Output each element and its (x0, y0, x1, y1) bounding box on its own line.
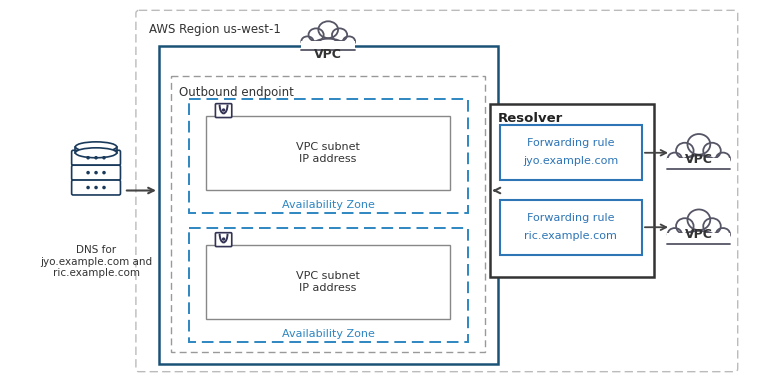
Text: Availability Zone: Availability Zone (282, 200, 375, 210)
Text: Availability Zone: Availability Zone (282, 329, 375, 339)
Ellipse shape (703, 143, 721, 159)
Circle shape (86, 156, 90, 160)
FancyBboxPatch shape (136, 10, 738, 372)
Bar (499, 125, 642, 180)
FancyBboxPatch shape (71, 165, 121, 180)
FancyBboxPatch shape (71, 150, 121, 165)
Bar (206, 115, 450, 190)
Ellipse shape (75, 148, 117, 158)
Bar (189, 99, 468, 213)
FancyBboxPatch shape (215, 104, 232, 118)
Text: Resolver: Resolver (498, 112, 563, 125)
Text: Forwarding rule: Forwarding rule (527, 138, 614, 148)
Text: VPC subnet
IP address: VPC subnet IP address (296, 271, 359, 293)
Bar (667, 158, 730, 169)
Ellipse shape (343, 36, 355, 46)
Text: ric.example.com: ric.example.com (525, 231, 617, 241)
Ellipse shape (676, 218, 694, 234)
Bar (206, 244, 450, 319)
Ellipse shape (716, 152, 730, 165)
Text: jyo.example.com: jyo.example.com (523, 156, 618, 166)
Ellipse shape (716, 228, 730, 240)
Ellipse shape (687, 209, 710, 230)
Circle shape (94, 171, 98, 175)
Text: AWS Region us-west-1: AWS Region us-west-1 (149, 23, 281, 36)
Circle shape (102, 186, 106, 189)
Ellipse shape (683, 155, 715, 168)
Ellipse shape (667, 152, 682, 165)
Ellipse shape (667, 228, 682, 240)
Bar (490, 104, 654, 277)
Ellipse shape (676, 143, 694, 159)
Ellipse shape (683, 231, 715, 244)
Bar (189, 228, 468, 342)
Bar (75, 147, 117, 153)
Bar (159, 46, 498, 364)
Text: DNS for
jyo.example.com and
ric.example.com: DNS for jyo.example.com and ric.example.… (40, 245, 152, 278)
Ellipse shape (332, 28, 347, 41)
Circle shape (86, 171, 90, 175)
Text: Forwarding rule: Forwarding rule (527, 213, 614, 223)
FancyBboxPatch shape (71, 180, 121, 195)
Ellipse shape (301, 36, 313, 46)
Text: VPC subnet
IP address: VPC subnet IP address (296, 142, 359, 163)
Bar (667, 233, 730, 244)
Text: Outbound endpoint: Outbound endpoint (179, 86, 293, 99)
Circle shape (102, 156, 106, 160)
Ellipse shape (314, 39, 343, 49)
Ellipse shape (703, 218, 721, 234)
Bar (170, 76, 485, 352)
Circle shape (86, 186, 90, 189)
Circle shape (222, 108, 225, 112)
Ellipse shape (319, 21, 338, 38)
Bar (301, 41, 356, 50)
Circle shape (222, 237, 225, 241)
Circle shape (94, 156, 98, 160)
FancyBboxPatch shape (215, 233, 232, 247)
Ellipse shape (687, 134, 710, 155)
Bar (499, 200, 642, 254)
Ellipse shape (309, 28, 323, 41)
Ellipse shape (75, 142, 117, 152)
Text: VPC: VPC (314, 47, 342, 60)
Text: VPC: VPC (685, 153, 713, 166)
Text: VPC: VPC (685, 228, 713, 241)
Circle shape (102, 171, 106, 175)
Circle shape (94, 186, 98, 189)
